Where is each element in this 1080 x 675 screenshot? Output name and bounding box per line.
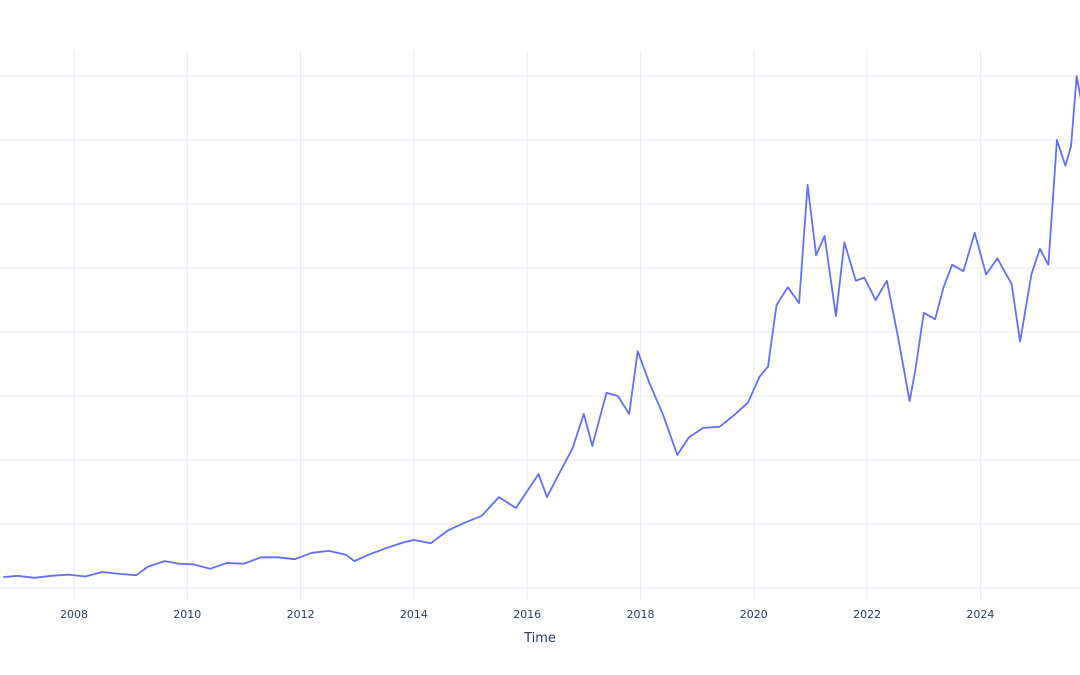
series-line xyxy=(3,75,1080,579)
x-tick-label: 2008 xyxy=(60,608,88,621)
x-tick-label: 2024 xyxy=(966,608,994,621)
series-group xyxy=(3,75,1080,579)
x-gridlines xyxy=(73,50,981,600)
x-tick-label: 2016 xyxy=(513,608,541,621)
x-tick-label: 2012 xyxy=(287,608,315,621)
x-tick-label: 2022 xyxy=(853,608,881,621)
x-tick-label: 2010 xyxy=(173,608,201,621)
x-axis-title: Time xyxy=(523,631,556,646)
x-tick-label: 2020 xyxy=(740,608,768,621)
y-gridlines xyxy=(0,75,1080,589)
x-tick-labels: 2008 2010 2012 2014 2016 2018 2020 2022 2024 xyxy=(60,608,994,621)
x-tick-label: 2018 xyxy=(627,608,655,621)
x-tick-label: 2014 xyxy=(400,608,428,621)
